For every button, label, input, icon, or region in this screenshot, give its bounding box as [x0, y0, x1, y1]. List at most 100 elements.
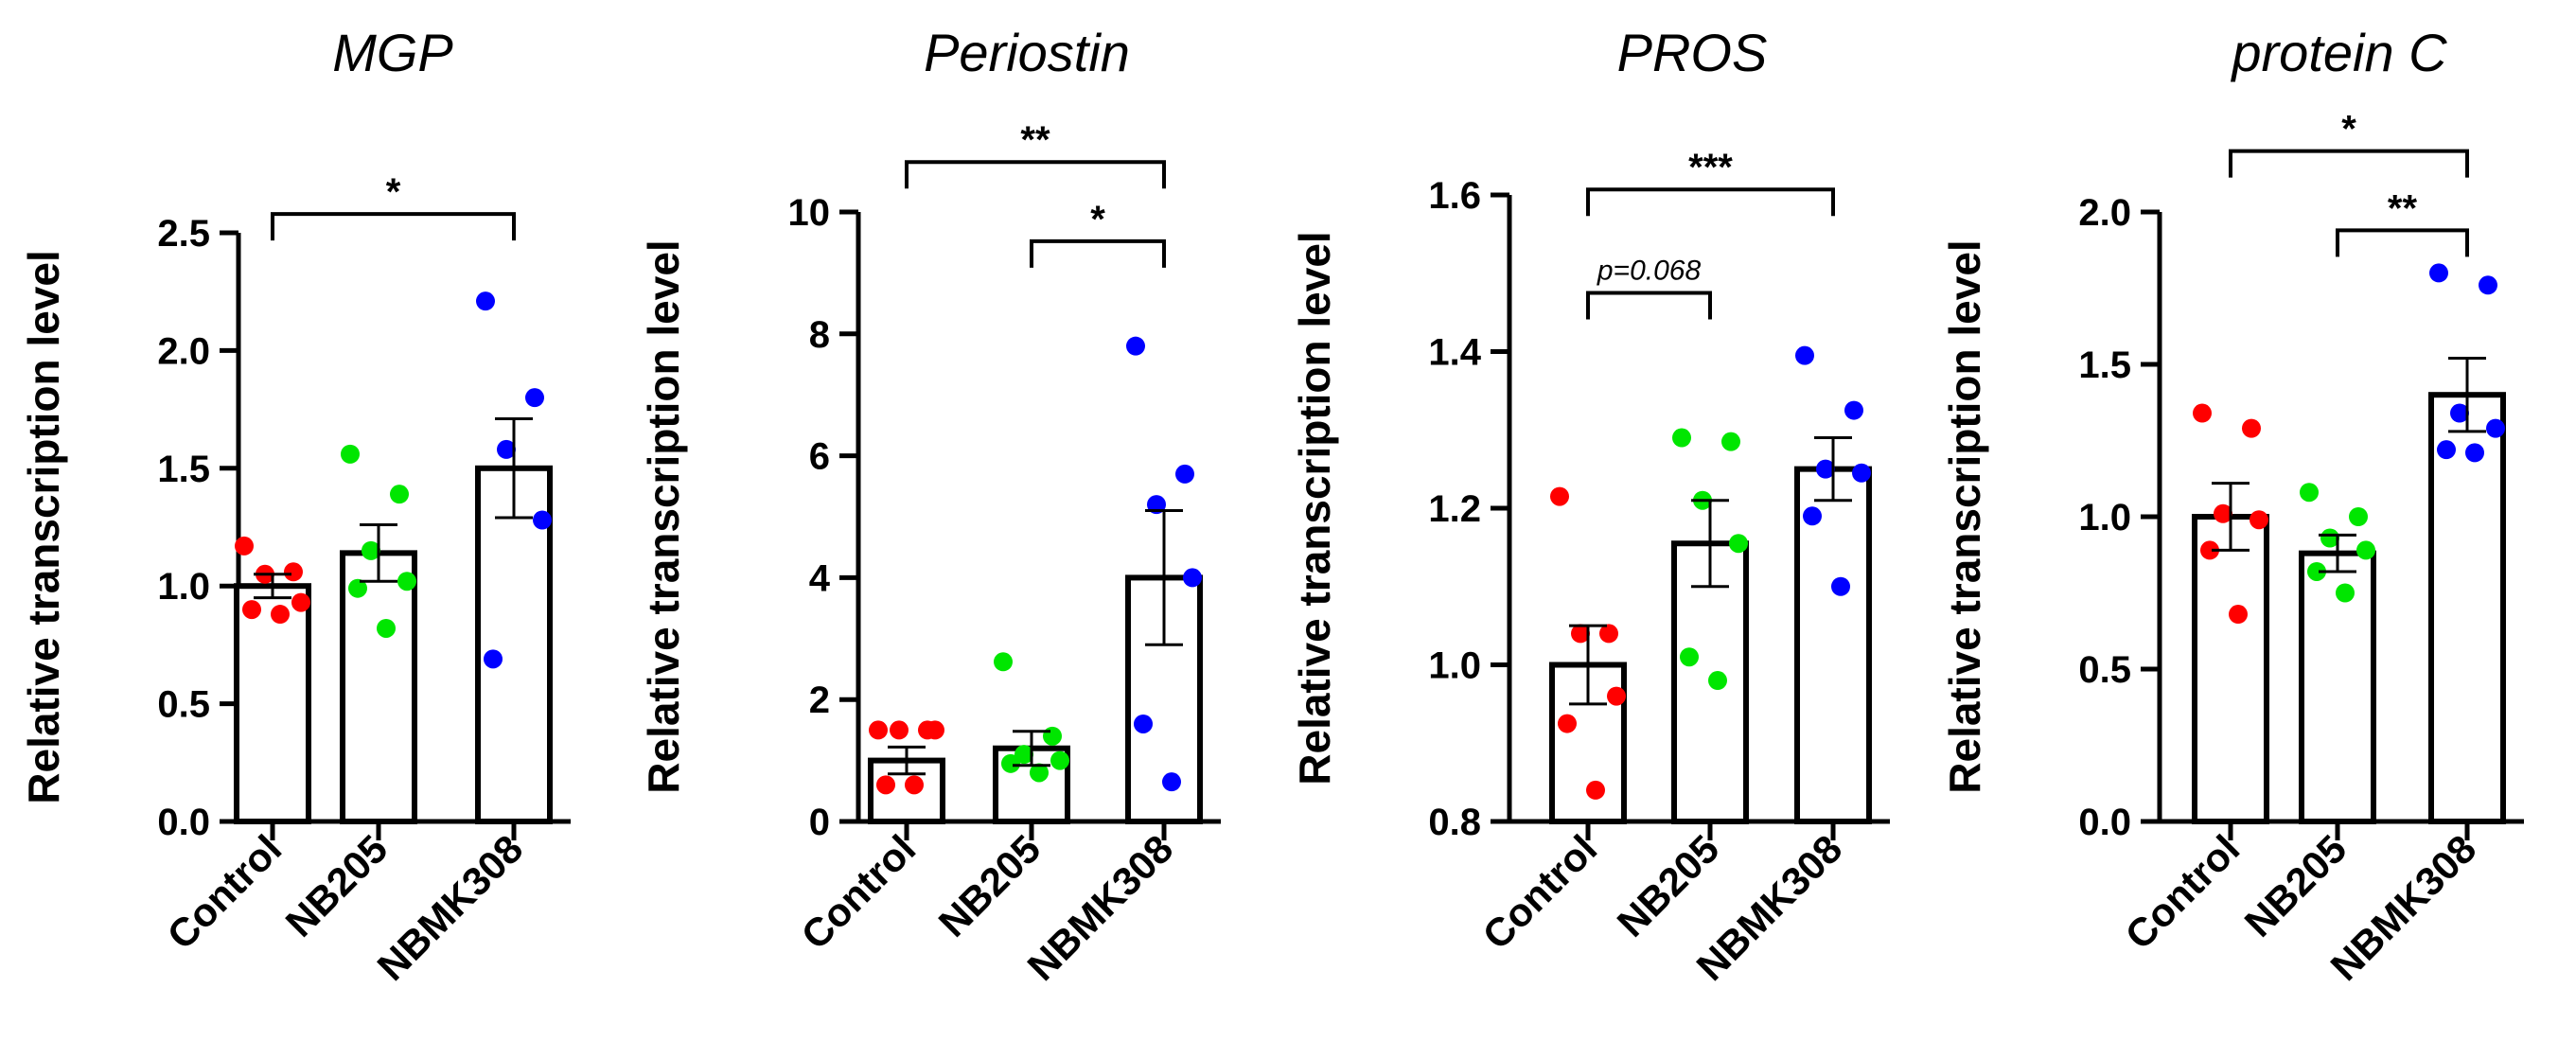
- chart-2-point-nbmk308: [1134, 714, 1153, 733]
- chart-3-y-tick-label: 1.2: [1428, 488, 1481, 530]
- chart-3-error-bar-nb205: [1691, 499, 1729, 589]
- chart-2-y-tick-label: 6: [809, 436, 830, 478]
- chart-2: Periostin Relative transcription level 0 2 4…: [639, 23, 1221, 989]
- chart-4-significance-label: **: [2388, 187, 2418, 229]
- chart-2-y-tick-label: 2: [809, 680, 830, 721]
- chart-2-significance-label: *: [1090, 199, 1105, 240]
- chart-1-significance-bracket: *: [271, 171, 516, 241]
- chart-1-point-nb205: [348, 578, 367, 598]
- chart-4-point-nbmk308: [2437, 440, 2456, 460]
- chart-1-point-nb205: [377, 618, 396, 638]
- chart-3-y-tick-label: 1.4: [1428, 332, 1481, 374]
- chart-2-category-label: Control: [793, 826, 925, 958]
- chart-3-point-control: [1550, 486, 1569, 506]
- chart-3-significance-bracket: p=0.068: [1586, 255, 1712, 320]
- chart-2-point-nbmk308: [1126, 336, 1145, 356]
- chart-4-error-bar-nbmk308: [2448, 357, 2486, 433]
- chart-2-point-nb205: [1015, 745, 1033, 765]
- chart-1-y-tick-label: 0.0: [157, 802, 210, 843]
- chart-3-point-control: [1558, 714, 1577, 733]
- chart-2-category-label: NBMK308: [1018, 826, 1181, 989]
- chart-3-point-nbmk308: [1852, 463, 1871, 483]
- chart-1-point-nb205: [341, 444, 360, 464]
- chart-1-point-nbmk308: [484, 649, 503, 669]
- chart-2-point-control: [869, 720, 888, 740]
- chart-3-point-nb205: [1680, 647, 1699, 667]
- chart-3-error-bar-nbmk308: [1814, 436, 1852, 503]
- chart-2-point-control: [876, 775, 895, 795]
- chart-2-point-control: [890, 720, 909, 740]
- chart-1-category-label: NB205: [277, 826, 397, 945]
- chart-1-point-nbmk308: [525, 388, 544, 408]
- chart-4-y-tick-label: 2.0: [2078, 192, 2131, 234]
- chart-1-error-bar-control: [254, 573, 291, 600]
- chart-2-significance-bracket: **: [905, 119, 1166, 189]
- chart-4-point-control: [2242, 418, 2261, 438]
- chart-3-point-control: [1607, 686, 1626, 706]
- chart-1-point-control: [235, 536, 254, 556]
- chart-1: MGP Relative transcription level 0.0 0.5 1.0…: [19, 23, 571, 989]
- chart-3-significance-label: ***: [1688, 147, 1733, 188]
- chart-2-point-nb205: [1001, 753, 1020, 773]
- chart-4-y-axis-label: Relative transcription level: [1940, 239, 1989, 793]
- chart-3-point-nbmk308: [1795, 345, 1814, 365]
- chart-4-error-bar-control: [2212, 482, 2250, 552]
- chart-1-point-nbmk308: [476, 291, 495, 311]
- chart-4-category-label: Control: [2117, 826, 2249, 958]
- chart-1-point-nbmk308: [533, 510, 552, 530]
- chart-3-y-tick-label: 1.0: [1428, 645, 1481, 687]
- chart-4-y-tick-label: 0.5: [2078, 649, 2131, 691]
- chart-4-y-tick-label: 1.0: [2078, 497, 2131, 538]
- chart-2-y-tick-label: 4: [809, 557, 831, 599]
- chart-1-y-tick-label: 1.5: [157, 449, 210, 490]
- chart-3-y-tick-label: 1.6: [1428, 175, 1481, 217]
- chart-4-point-nb205: [2320, 528, 2339, 548]
- chart-panels: MGP Relative transcription level 0.0 0.5 1.0…: [19, 23, 2524, 989]
- chart-2-y-tick-label: 8: [809, 314, 830, 356]
- chart-3-significance-label: p=0.068: [1597, 255, 1702, 286]
- chart-4-point-control: [2214, 503, 2232, 523]
- chart-1-category-label: Control: [159, 826, 291, 958]
- chart-4: protein C Relative transcription level 0.0…: [1940, 23, 2524, 989]
- chart-4-point-control: [2200, 540, 2219, 560]
- chart-3-point-control: [1586, 780, 1605, 800]
- chart-1-point-nb205: [390, 485, 409, 504]
- chart-3-category-label: NB205: [1609, 826, 1728, 945]
- chart-1-point-control: [291, 592, 310, 612]
- chart-3: PROS Relative transcription level 0.8 1.0 1.…: [1290, 23, 1890, 989]
- chart-2-point-nbmk308: [1162, 772, 1181, 792]
- chart-3-point-nbmk308: [1831, 576, 1850, 596]
- chart-1-category-label: NBMK308: [368, 826, 531, 989]
- chart-2-error-bar-nb205: [1013, 730, 1050, 768]
- chart-4-point-nb205: [2300, 483, 2319, 503]
- chart-3-point-nb205: [1708, 671, 1727, 691]
- chart-1-bar-control: [234, 583, 311, 825]
- chart-1-y-axis-label: Relative transcription level: [19, 250, 68, 803]
- chart-3-point-control: [1571, 624, 1590, 644]
- chart-1-y-tick-label: 0.5: [157, 684, 210, 726]
- chart-4-point-nb205: [2356, 540, 2375, 560]
- chart-1-point-nb205: [362, 540, 380, 560]
- chart-3-point-nbmk308: [1844, 400, 1863, 420]
- chart-3-point-nb205: [1672, 428, 1691, 448]
- chart-3-point-nbmk308: [1816, 459, 1835, 479]
- chart-4-point-nb205: [2336, 583, 2355, 603]
- chart-2-point-nb205: [1030, 763, 1049, 783]
- chart-3-significance-bracket: ***: [1586, 147, 1835, 217]
- chart-2-y-tick-label: 10: [788, 192, 831, 234]
- chart-4-point-control: [2250, 510, 2268, 530]
- chart-1-point-control: [271, 605, 290, 625]
- chart-2-point-nbmk308: [1175, 464, 1194, 484]
- chart-3-y-axis-label: Relative transcription level: [1290, 231, 1339, 785]
- chart-2-point-control: [905, 775, 924, 795]
- chart-2-y-tick-label: 0: [809, 802, 830, 843]
- chart-4-significance-bracket: *: [2229, 109, 2469, 178]
- chart-1-y-tick-label: 1.0: [157, 566, 210, 608]
- chart-1-point-control: [284, 562, 303, 582]
- chart-3-point-nb205: [1729, 534, 1748, 554]
- chart-2-error-bar-nbmk308: [1145, 509, 1183, 646]
- chart-4-point-nb205: [2349, 507, 2368, 526]
- chart-3-point-nb205: [1721, 432, 1740, 451]
- chart-1-y-tick-label: 2.5: [157, 213, 210, 255]
